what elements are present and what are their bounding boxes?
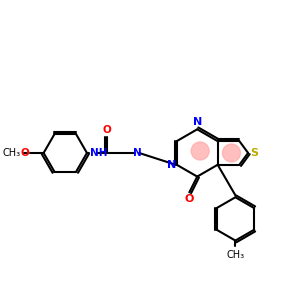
Text: O: O xyxy=(20,148,29,158)
Circle shape xyxy=(191,142,209,160)
Text: NH: NH xyxy=(90,148,107,158)
Text: CH₃: CH₃ xyxy=(226,250,244,260)
Text: N: N xyxy=(133,148,142,158)
Text: S: S xyxy=(250,148,258,158)
Text: CH₃: CH₃ xyxy=(3,148,21,158)
Circle shape xyxy=(223,144,240,162)
Text: O: O xyxy=(184,194,194,204)
Text: N: N xyxy=(167,160,176,170)
Text: O: O xyxy=(102,125,111,135)
Text: N: N xyxy=(193,117,202,128)
